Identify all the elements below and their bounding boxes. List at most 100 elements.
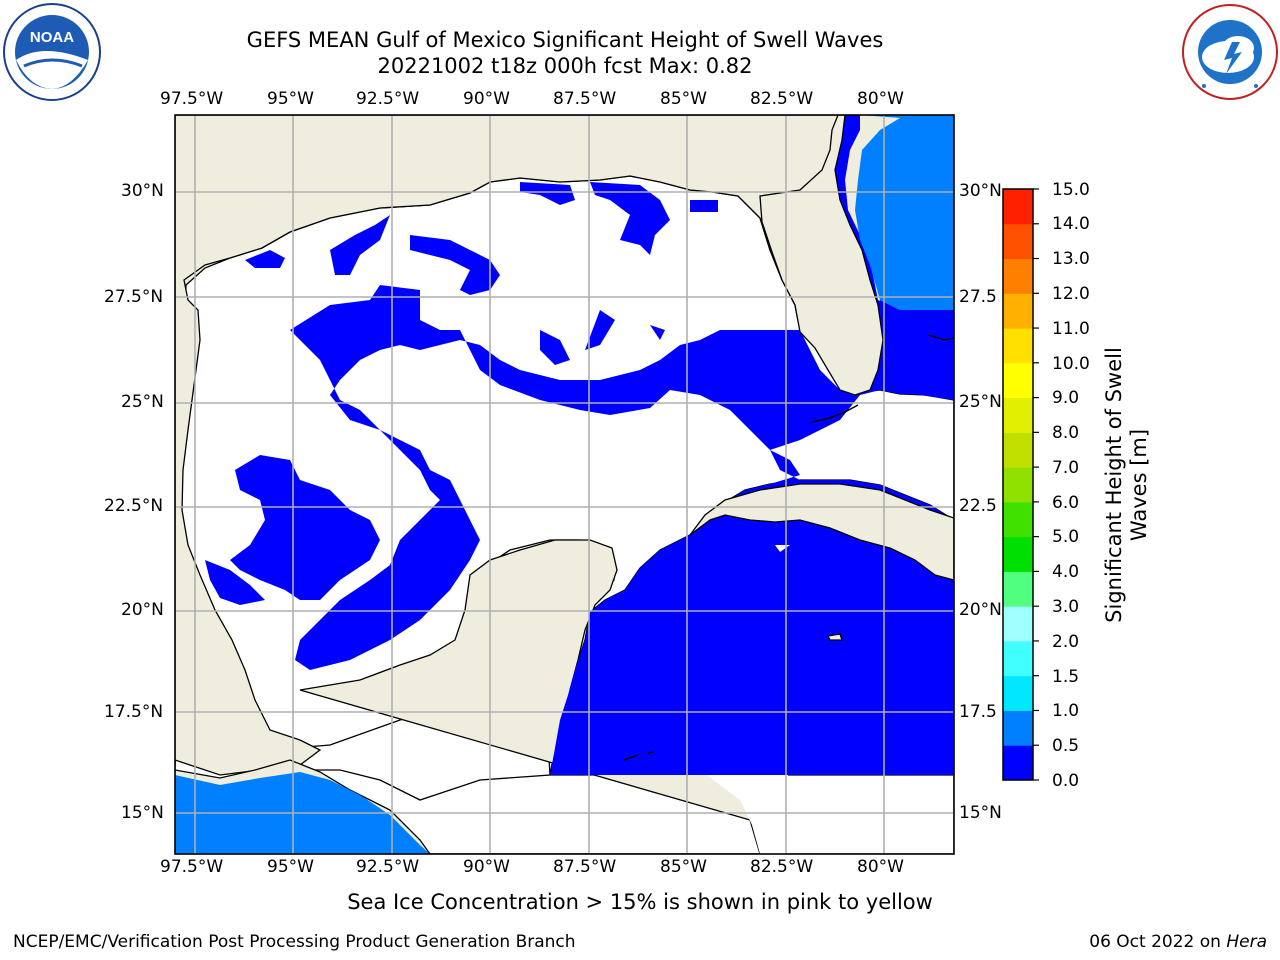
lon-label-bottom: 90°W xyxy=(463,857,510,877)
colorbar-segment xyxy=(1003,223,1033,260)
lon-label-top: 80°W xyxy=(857,89,904,109)
blue-east1 xyxy=(830,115,954,400)
lon-label-top: 85°W xyxy=(660,89,707,109)
colorbar-segment xyxy=(1003,362,1033,399)
lon-label-bottom: 97.5°W xyxy=(160,857,224,877)
footer-host: Hera xyxy=(1226,932,1267,952)
colorbar-segment xyxy=(1003,571,1033,607)
lat-label-left: 25°N xyxy=(121,392,164,412)
florida-keys xyxy=(811,404,859,423)
lat-label-left: 20°N xyxy=(121,600,164,620)
colorbar-tick-label: 11.0 xyxy=(1052,319,1090,339)
blue-north3 xyxy=(520,182,575,205)
footer-date-text: 06 Oct 2022 on xyxy=(1089,932,1227,952)
lat-label-right: 17.5 xyxy=(959,702,997,722)
blue-central xyxy=(290,285,954,775)
lightblue-atlantic xyxy=(855,115,954,310)
colorbar-tick-label: 12.0 xyxy=(1052,284,1090,304)
lon-label-bottom: 85°W xyxy=(660,857,707,877)
colorbar-tick-label: 5.0 xyxy=(1052,527,1080,547)
lat-label-right: 27.5 xyxy=(959,287,997,307)
lon-label-top: 87.5°W xyxy=(553,89,617,109)
lat-label-right: 25°N xyxy=(959,392,1002,412)
colorbar-segment xyxy=(1003,675,1033,711)
colorbar-tick-label: 8.0 xyxy=(1052,423,1080,443)
florida-land xyxy=(759,115,884,396)
map-gridlines xyxy=(175,115,954,854)
swan-islands xyxy=(623,751,655,761)
andros-shore xyxy=(927,334,954,341)
colorbar-tick-label: 2.0 xyxy=(1052,632,1080,652)
swell-blue-region xyxy=(205,115,954,775)
lon-label-bottom: 80°W xyxy=(857,857,904,877)
jamaica-land xyxy=(827,633,843,641)
noaa-logo: NOAA xyxy=(3,3,101,101)
colorbar-tick-label: 6.0 xyxy=(1052,493,1080,513)
colorbar-segment xyxy=(1003,189,1033,225)
map-frame xyxy=(174,114,955,855)
lon-label-top: 97.5°W xyxy=(160,89,224,109)
colorbar-segment xyxy=(1003,328,1033,364)
blue-north1 xyxy=(330,215,390,275)
colorbar-tick-label: 1.5 xyxy=(1052,667,1080,687)
sea-ice-note: Sea Ice Concentration > 15% is shown in … xyxy=(347,890,933,914)
footer-credit: NCEP/EMC/Verification Post Processing Pr… xyxy=(13,932,576,952)
colorbar-segment xyxy=(1003,640,1033,677)
blue-north4 xyxy=(590,182,670,255)
colorbar-tick-label: 13.0 xyxy=(1052,249,1090,269)
cuba-land xyxy=(689,483,954,581)
colorbar-segment xyxy=(1003,710,1033,746)
colorbar-frame xyxy=(1002,188,1034,781)
colorbar xyxy=(1002,188,1039,781)
blue-mid2 xyxy=(585,310,615,350)
chart-subtitle: 20221002 t18z 000h fcst Max: 0.82 xyxy=(377,54,753,78)
colorbar-segment xyxy=(1003,293,1033,329)
colorbar-segment xyxy=(1003,258,1033,294)
lon-label-bottom: 92.5°W xyxy=(356,857,420,877)
lat-label-left: 15°N xyxy=(121,803,164,823)
colorbar-tick-label: 1.0 xyxy=(1052,701,1080,721)
lat-label-right: 22.5 xyxy=(959,496,997,516)
footer-date: 06 Oct 2022 on Hera xyxy=(1089,932,1267,952)
colorbar-tick-label: 4.0 xyxy=(1052,562,1080,582)
colorbar-segment xyxy=(1003,606,1033,642)
colorbar-tick-label: 9.0 xyxy=(1052,388,1080,408)
colorbar-segment xyxy=(1003,397,1033,433)
blue-north5 xyxy=(690,200,718,212)
lon-label-top: 90°W xyxy=(463,89,510,109)
lon-label-bottom: 82.5°W xyxy=(750,857,814,877)
blue-nw1 xyxy=(245,250,285,268)
blue-mid3 xyxy=(650,325,665,340)
blue-west xyxy=(230,455,380,600)
colorbar-segment xyxy=(1003,467,1033,503)
lon-label-top: 92.5°W xyxy=(356,89,420,109)
colorbar-tick-label: 3.0 xyxy=(1052,597,1080,617)
colorbar-segment xyxy=(1003,432,1033,468)
colorbar-segment xyxy=(1003,745,1033,781)
colorbar-title-line1: Significant Height of Swell xyxy=(1102,347,1126,623)
lat-label-left: 30°N xyxy=(121,181,164,201)
colorbar-segment xyxy=(1003,536,1033,572)
chart-title: GEFS MEAN Gulf of Mexico Significant Hei… xyxy=(246,28,884,52)
colorbar-tick-label: 14.0 xyxy=(1052,214,1090,234)
lon-label-top: 82.5°W xyxy=(750,89,814,109)
lat-label-left: 17.5°N xyxy=(104,702,164,722)
colorbar-tick-label: 0.5 xyxy=(1052,736,1080,756)
colorbar-title: Significant Height of Swell Waves [m] xyxy=(1102,315,1152,655)
nws-logo xyxy=(1182,4,1278,100)
noaa-logo-text: NOAA xyxy=(30,29,74,46)
colorbar-title-line2: Waves [m] xyxy=(1127,428,1151,542)
lat-label-right: 15°N xyxy=(959,803,1002,823)
lat-label-right: 20°N xyxy=(959,600,1002,620)
caribbean-white xyxy=(700,765,795,854)
blue-sw xyxy=(205,560,265,605)
colorbar-segment xyxy=(1003,501,1033,538)
blue-mid1 xyxy=(540,330,570,365)
colorbar-tick-label: 10.0 xyxy=(1052,354,1090,374)
lon-label-bottom: 95°W xyxy=(267,857,314,877)
lat-label-right: 30°N xyxy=(959,181,1002,201)
lon-label-bottom: 87.5°W xyxy=(553,857,617,877)
blue-north2 xyxy=(410,235,500,295)
colorbar-tick-label: 15.0 xyxy=(1052,180,1090,200)
lat-label-left: 27.5°N xyxy=(104,287,164,307)
